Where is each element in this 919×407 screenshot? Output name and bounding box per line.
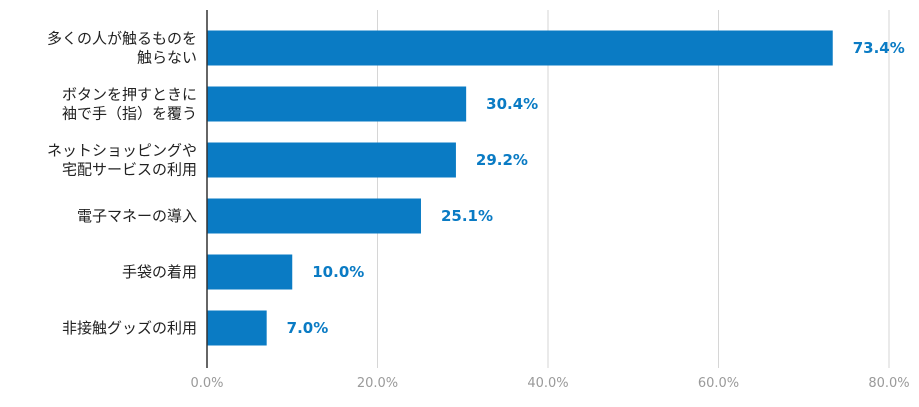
category-label-line: 非接触グッズの利用 [62,319,197,337]
category-label: 多くの人が触るものを触らない [47,30,197,67]
grid-lines [377,10,890,368]
bar [207,142,456,178]
bar [207,30,833,66]
data-label: 73.4% [853,39,905,57]
x-tick-label: 60.0% [698,376,739,391]
category-label-line: 宅配サービスの利用 [62,161,197,179]
data-label: 30.4% [486,95,538,113]
category-label-line: 手袋の着用 [122,263,197,281]
category-label-line: 触らない [137,49,197,67]
category-label: ボタンを押すときに袖で手（指）を覆う [62,86,197,123]
category-label: 手袋の着用 [122,263,197,281]
x-tick-label: 20.0% [357,376,398,391]
labels: 0.0% 20.0% 40.0% 60.0% 80.0% 73.4% 多くの人が触るものを触… [47,30,910,392]
data-label: 25.1% [441,207,493,225]
data-label: 29.2% [476,151,528,169]
x-tick-label: 40.0% [527,376,568,391]
category-label-line: ネットショッピングや [47,142,197,160]
bar [207,254,293,290]
x-tick-label: 80.0% [868,376,909,391]
category-label-line: 多くの人が触るものを [47,30,197,48]
category-label: 非接触グッズの利用 [62,319,197,337]
category-label: ネットショッピングや宅配サービスの利用 [47,142,197,179]
bar [207,86,467,122]
data-label: 7.0% [287,319,329,337]
bar [207,310,267,346]
bars [207,30,833,346]
data-label: 10.0% [312,263,364,281]
bar [207,198,421,234]
category-label-line: 電子マネーの導入 [77,207,197,225]
category-label: 電子マネーの導入 [77,207,197,225]
category-label-line: ボタンを押すときに [62,86,197,104]
x-tick-label: 0.0% [190,376,223,391]
category-label-line: 袖で手（指）を覆う [62,105,197,123]
